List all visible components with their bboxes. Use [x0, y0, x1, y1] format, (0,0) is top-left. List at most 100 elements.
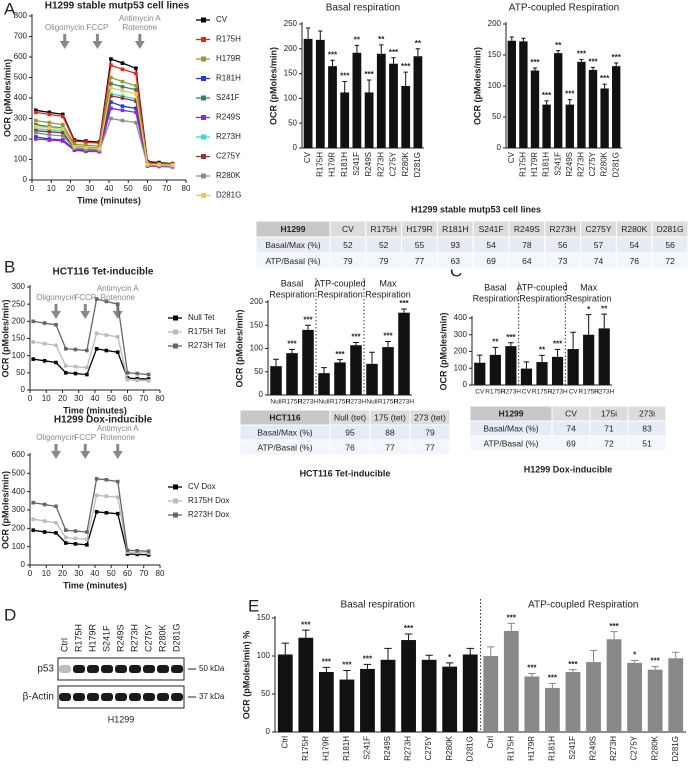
data-point — [85, 537, 89, 542]
table-value: 52 — [379, 240, 389, 250]
data-point — [115, 495, 120, 499]
x-tick-label: 10 — [42, 569, 51, 578]
blot-band — [171, 665, 183, 673]
y-tick-label: 200 — [14, 134, 28, 143]
data-point — [85, 543, 89, 547]
y-tick-label: 200 — [12, 523, 26, 532]
error-bar — [630, 660, 639, 663]
y-tick-label: 400 — [12, 487, 26, 496]
data-point — [134, 97, 138, 101]
bar — [551, 356, 564, 385]
x-tick-label: H179R — [321, 736, 330, 761]
data-point — [104, 348, 109, 353]
bar — [520, 368, 533, 385]
table-value: 71 — [604, 423, 614, 433]
data-point — [120, 61, 125, 65]
annotation-label: Rotenone — [100, 293, 135, 302]
table-value: 73 — [558, 256, 568, 266]
significance-label: ** — [415, 39, 422, 48]
table-header: CV — [342, 224, 354, 234]
x-tick-label: R273H — [501, 389, 522, 396]
legend-marker — [201, 56, 206, 62]
y-tick-label: 100 — [14, 155, 28, 164]
x-tick-label: CV — [475, 389, 485, 396]
x-tick-label: S241F — [568, 736, 577, 760]
legend-marker — [201, 115, 206, 120]
x-tick-label: C275Y — [630, 735, 639, 760]
error-bar — [556, 50, 561, 54]
y-axis-label: OCR (pMoles/min) — [268, 47, 278, 125]
significance-label: *** — [548, 673, 558, 682]
table-value: 74 — [594, 256, 604, 266]
table-header: R273H — [549, 224, 575, 234]
error-bar — [508, 342, 514, 347]
x-tick-label: R181H — [542, 152, 551, 177]
error-bar — [487, 646, 495, 656]
bar — [606, 639, 622, 732]
annotation-arrowhead — [51, 311, 61, 319]
y-tick-label: 500 — [14, 73, 28, 82]
x-tick-label: H179R — [328, 152, 337, 177]
significance-label: ** — [378, 35, 385, 44]
data-point — [63, 528, 68, 532]
x-tick-label: 10 — [47, 184, 56, 193]
group-title: Respiration — [365, 289, 411, 299]
x-tick-label: H179R — [527, 736, 536, 761]
significance-label: *** — [577, 49, 587, 58]
error-bar — [569, 669, 577, 672]
significance-label: ** — [555, 41, 562, 50]
table-value: 54 — [486, 240, 496, 250]
bar — [339, 679, 355, 732]
table-value: 83 — [642, 423, 652, 433]
annotation-arrowhead — [80, 311, 91, 319]
significance-label: *** — [401, 62, 411, 71]
error-bar — [532, 67, 538, 71]
data-point — [34, 122, 38, 127]
x-tick-label: R273H — [547, 389, 568, 396]
legend-label: CV — [216, 15, 228, 24]
blot-band — [59, 665, 71, 673]
legend-marker — [173, 484, 178, 490]
table-value: ATP/Basal (%) — [483, 438, 538, 448]
data-point — [42, 502, 47, 507]
data-point — [54, 521, 58, 525]
data-point — [63, 347, 68, 351]
lane-label: R280K — [157, 624, 167, 652]
error-bar — [521, 37, 526, 42]
significance-label: *** — [340, 72, 350, 81]
significance-label: *** — [364, 70, 374, 79]
error-bar — [302, 629, 310, 638]
legend-label: D281G — [216, 191, 241, 200]
data-point — [73, 536, 78, 541]
annotation-label: Rotenone — [100, 433, 135, 442]
data-point — [94, 477, 99, 481]
table-value: ATP/Basal (%) — [257, 442, 312, 452]
y-tick-label: 600 — [12, 450, 26, 459]
bar — [303, 38, 313, 148]
y-tick-label: 500 — [12, 468, 26, 477]
table-header: D281G — [657, 224, 684, 234]
error-bar — [601, 313, 608, 329]
significance-label: *** — [399, 299, 409, 308]
annotation-arrowhead — [112, 451, 123, 459]
data-point — [134, 106, 138, 111]
bar — [389, 63, 398, 148]
table-value: 78 — [522, 240, 532, 250]
data-point — [135, 371, 140, 376]
data-point — [94, 331, 99, 336]
data-point — [61, 122, 65, 127]
data-point — [120, 108, 125, 113]
x-tick-label: D281G — [413, 152, 422, 177]
group-title: Respiration — [473, 293, 519, 303]
blot-band — [87, 693, 99, 701]
legend-marker — [173, 512, 178, 518]
annotation-label: Antimycin A — [119, 14, 161, 23]
table-header: 175i — [601, 408, 617, 418]
significance-label: *** — [506, 333, 516, 342]
data-point — [109, 75, 113, 80]
data-point — [115, 302, 120, 306]
data-point — [31, 517, 36, 521]
y-tick-label: 0 — [266, 727, 271, 736]
lane-label: H179R — [87, 623, 97, 652]
bar — [668, 658, 684, 732]
